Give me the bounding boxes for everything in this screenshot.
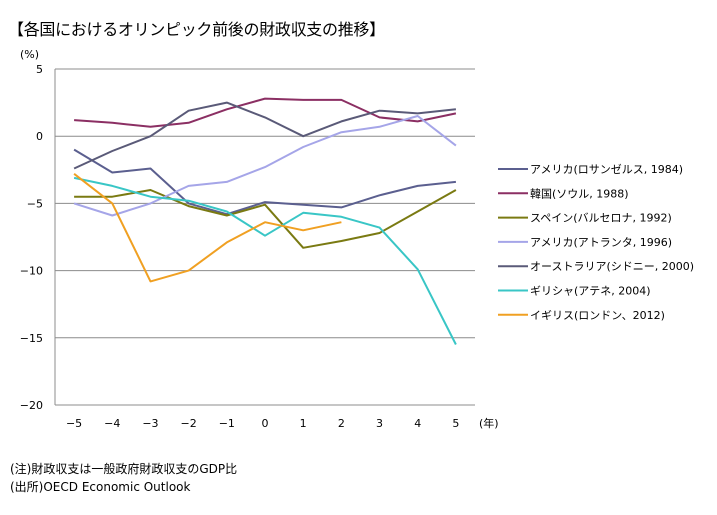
x-tick-label: −5 [66,417,82,430]
legend-label: スペイン(バルセロナ, 1992) [530,212,672,225]
series-line [73,176,457,345]
x-tick-label: 1 [300,417,307,430]
series-line [74,97,457,128]
series-line [73,101,457,170]
y-axis-label: (%) [20,48,39,61]
x-tick-label: 0 [262,417,269,430]
y-tick-label: −20 [20,399,43,412]
x-tick-label: 3 [376,417,383,430]
series-line [73,115,457,217]
y-tick-label: 0 [36,130,43,143]
x-tick-label: −1 [219,417,235,430]
x-tick-label: −4 [104,417,120,430]
legend-label: オーストラリア(シドニー, 2000) [530,260,694,273]
series-line [73,148,457,216]
y-tick-label: −5 [27,197,43,210]
source-note: (出所)OECD Economic Outlook [10,480,191,494]
y-tick-label: −10 [20,265,43,278]
x-tick-label: 5 [452,417,459,430]
x-axis-label: (年) [479,416,499,430]
series-lines [73,97,457,345]
y-tick-label: −15 [20,332,43,345]
legend: アメリカ(ロサンゼルス, 1984) 韓国(ソウル, 1988) スペイン(バルセロ… [498,163,694,322]
legend-label: イギリス(ロンドン、2012) [530,309,665,322]
x-tick-label: −2 [181,417,197,430]
axes: 50−5−10−15−20−5 −4 −3 −2 −1 0 1 2 3 4 5(%)(年) [20,48,499,430]
x-tick-label: 4 [414,417,421,430]
series-line [74,189,457,249]
x-tick-label: 2 [338,417,345,430]
legend-label: アメリカ(ロサンゼルス, 1984) [530,163,683,176]
legend-label: アメリカ(アトランタ, 1996) [530,236,672,249]
series-line [73,173,342,283]
legend-label: 韓国(ソウル, 1988) [530,187,629,200]
footnote: (注)財政収支は一般政府財政収支のGDP比 [10,462,238,476]
y-tick-label: 5 [36,63,43,76]
chart-title: 【各国におけるオリンピック前後の財政収支の推移】 [8,20,385,39]
x-tick-label: −3 [142,417,158,430]
grid-lines [55,68,475,406]
legend-label: ギリシャ(アテネ, 2004) [530,285,651,298]
